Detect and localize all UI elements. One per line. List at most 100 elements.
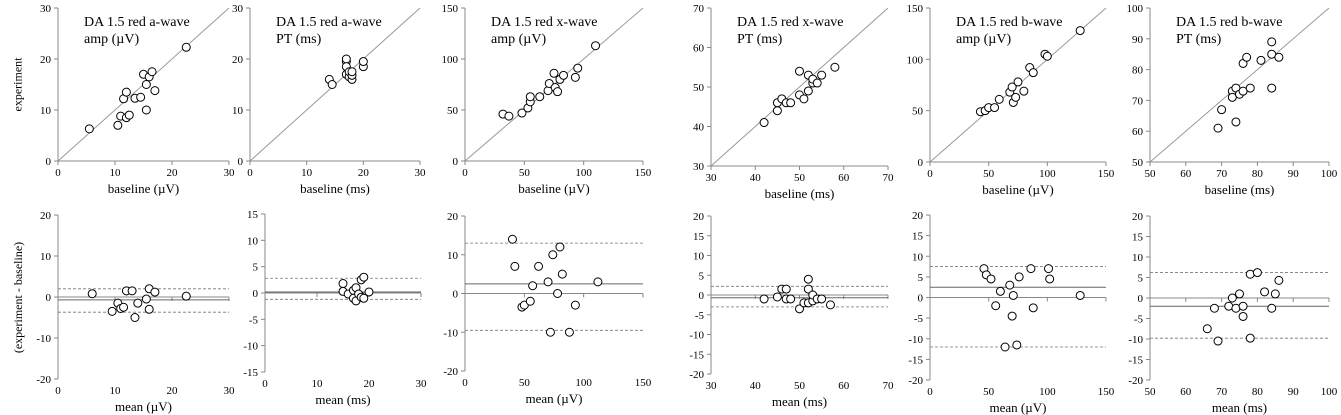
data-point bbox=[772, 292, 782, 302]
chart-panel-9: -20 -10 0 10 20 0 50 100 150 mean (µV) bbox=[443, 211, 651, 406]
data-point bbox=[1245, 83, 1255, 93]
data-point bbox=[1274, 52, 1284, 62]
panel-title-line: amp (µV) bbox=[956, 32, 1011, 47]
data-point bbox=[359, 272, 369, 282]
x-tick-label: 50 bbox=[794, 380, 806, 392]
panel-title-line: PT (ms) bbox=[276, 32, 322, 47]
data-point bbox=[141, 80, 151, 89]
data-point bbox=[124, 110, 134, 120]
x-tick-label: 20 bbox=[167, 385, 179, 397]
data-point bbox=[327, 80, 337, 89]
data-point bbox=[1252, 268, 1262, 278]
chart-panel-7: -20 -10 0 10 20 0 10 20 30 mean (µV) bbox=[36, 210, 235, 414]
y-tick-label: 20 bbox=[693, 211, 705, 223]
y-tick-label: 70 bbox=[1132, 95, 1144, 107]
data-point bbox=[338, 279, 348, 289]
data-point bbox=[553, 289, 563, 298]
x-tick-label: 0 bbox=[927, 168, 933, 180]
data-point bbox=[573, 63, 583, 73]
data-point bbox=[1202, 324, 1212, 334]
x-tick-label: 100 bbox=[575, 377, 592, 389]
y-tick-label: 90 bbox=[1132, 34, 1144, 46]
data-point bbox=[1000, 342, 1010, 352]
data-point bbox=[990, 103, 1000, 113]
y-tick-label: 50 bbox=[447, 105, 459, 117]
x-tick-label: 50 bbox=[983, 168, 995, 180]
data-point bbox=[803, 284, 813, 294]
y-tick-label: 10 bbox=[247, 235, 259, 247]
chart-panel-10: -20 -15 -10 -5 0 5 10 15 20 30 40 50 60 70 mean (ms) bbox=[689, 211, 894, 409]
y-tick-label: -20 bbox=[443, 366, 458, 378]
data-point bbox=[1217, 105, 1227, 115]
x-tick-label: 30 bbox=[416, 378, 428, 390]
y-tick-label: 30 bbox=[40, 3, 52, 15]
data-point bbox=[786, 294, 796, 304]
data-point bbox=[150, 86, 160, 96]
data-point bbox=[121, 87, 131, 97]
data-point bbox=[1075, 290, 1085, 300]
x-axis-label: baseline (ms) bbox=[300, 181, 370, 196]
data-point bbox=[1256, 55, 1266, 65]
data-point bbox=[557, 269, 567, 279]
chart-panel-6: 50 60 70 80 90 100 50 60 70 80 90 100 baseline (ms) D… bbox=[1127, 3, 1338, 197]
x-tick-label: 0 bbox=[55, 385, 61, 397]
data-point bbox=[830, 62, 840, 72]
y-tick-label: -15 bbox=[689, 349, 704, 361]
x-tick-label: 50 bbox=[794, 172, 806, 184]
y-tick-label: 10 bbox=[693, 251, 705, 263]
data-point bbox=[995, 286, 1005, 296]
data-point bbox=[799, 94, 809, 104]
y-tick-label: 0 bbox=[699, 290, 705, 302]
x-axis-label: baseline (µV) bbox=[982, 182, 1053, 197]
data-point bbox=[144, 304, 154, 314]
y-tick-label: -10 bbox=[689, 330, 704, 342]
data-point bbox=[1028, 68, 1038, 78]
y-tick-label: -5 bbox=[249, 314, 259, 326]
x-tick-label: 50 bbox=[1145, 386, 1157, 398]
y-tick-label: 60 bbox=[1132, 126, 1144, 138]
y-tick-label: -5 bbox=[695, 310, 705, 322]
data-point bbox=[525, 296, 535, 306]
identity-line bbox=[1149, 7, 1330, 163]
data-point bbox=[1042, 51, 1052, 61]
panel-title-line: DA 1.5 red b-wave bbox=[956, 15, 1063, 30]
data-point bbox=[150, 287, 160, 297]
y-tick-label: 15 bbox=[1132, 232, 1144, 244]
data-point bbox=[127, 286, 137, 296]
data-point bbox=[358, 57, 368, 67]
data-point bbox=[147, 67, 157, 77]
data-point bbox=[1008, 290, 1018, 300]
data-point bbox=[1005, 280, 1015, 290]
y-tick-label: 50 bbox=[1132, 157, 1144, 169]
x-tick-label: 30 bbox=[224, 385, 236, 397]
y-tick-label: 20 bbox=[232, 54, 244, 66]
y-tick-label: 15 bbox=[693, 231, 705, 243]
data-point bbox=[1014, 272, 1024, 282]
data-point bbox=[549, 68, 559, 78]
data-point bbox=[1227, 293, 1237, 303]
y-tick-label: -15 bbox=[1128, 355, 1143, 367]
y-tick-label: -5 bbox=[1134, 314, 1144, 326]
y-tick-label: 0 bbox=[1138, 293, 1144, 305]
x-tick-label: 70 bbox=[1216, 386, 1228, 398]
x-tick-label: 70 bbox=[1216, 168, 1228, 180]
y-tick-label: 0 bbox=[46, 156, 52, 168]
data-point bbox=[564, 327, 574, 337]
data-point bbox=[1267, 303, 1277, 313]
data-point bbox=[1075, 26, 1085, 36]
data-point bbox=[1007, 311, 1017, 321]
data-point bbox=[130, 313, 140, 322]
x-axis-label: baseline (µV) bbox=[108, 181, 179, 196]
data-point bbox=[119, 302, 129, 312]
chart-panel-2: 0 10 20 30 0 10 20 30 baseline (ms) DA 1.5 red a-… bbox=[232, 3, 426, 196]
y-tick-label: 15 bbox=[247, 209, 259, 221]
y-tick-label: 10 bbox=[40, 105, 52, 117]
data-point bbox=[803, 86, 813, 96]
chart-panel-1: 0 10 20 30 0 10 20 30 baseline (µV) DA 1.5 red a-… bbox=[40, 3, 235, 196]
y-tick-label: -15 bbox=[908, 354, 923, 366]
panel-title-line: PT (ms) bbox=[737, 32, 783, 47]
data-point bbox=[817, 294, 827, 304]
panel-title-line: amp (µV) bbox=[84, 32, 139, 47]
data-point bbox=[555, 242, 565, 252]
